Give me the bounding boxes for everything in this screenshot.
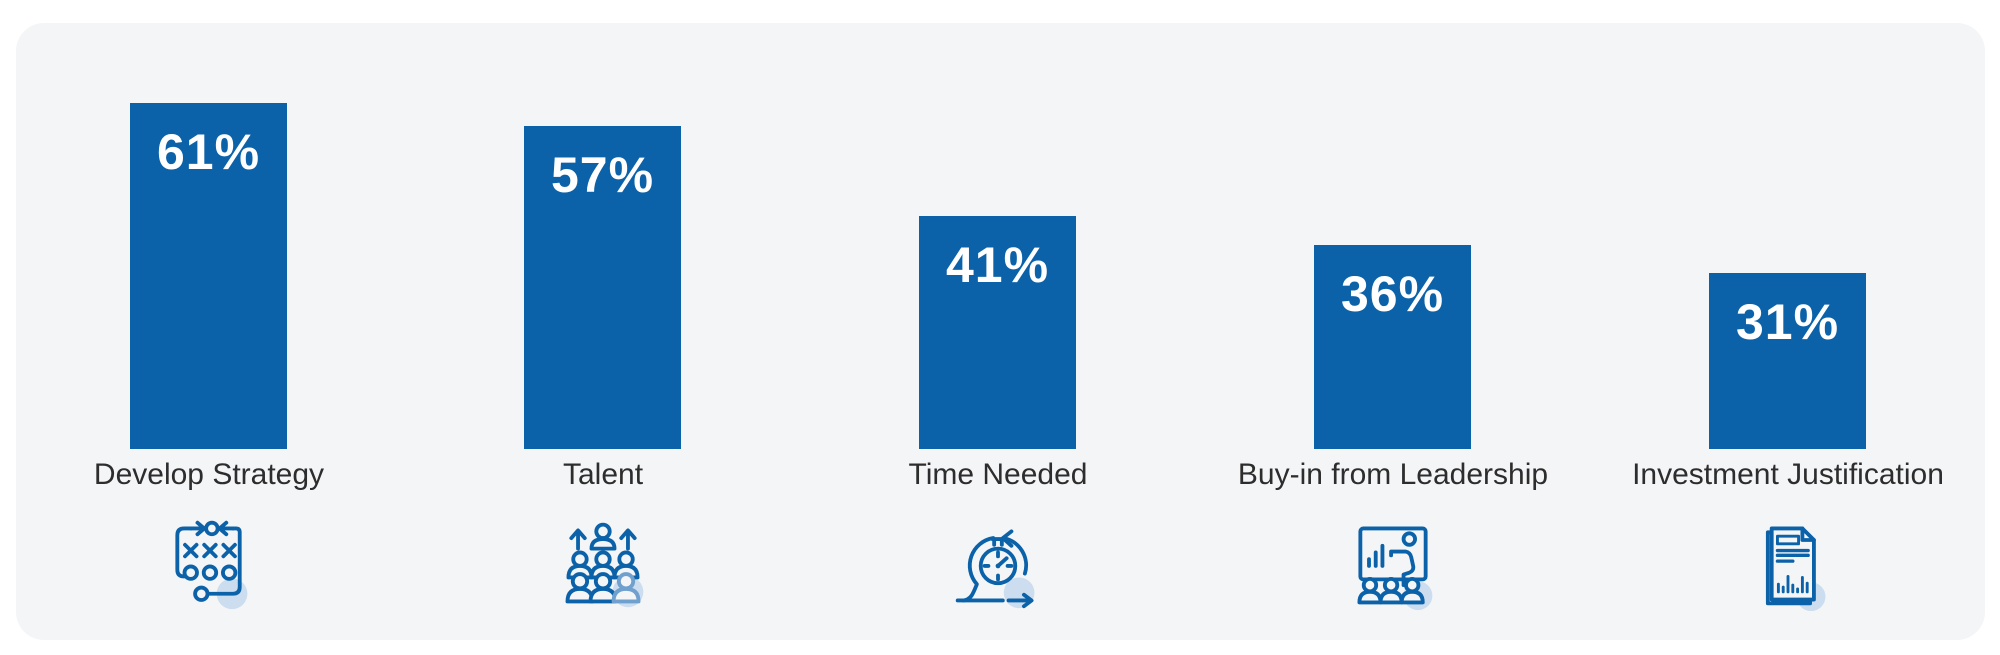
- bar-value-label: 31%: [1735, 294, 1840, 350]
- category-label: Develop Strategy: [93, 458, 325, 491]
- bar-group: 61% Develop Strategy: [12, 23, 406, 640]
- category-label: Talent: [562, 458, 644, 491]
- bar-group: 31% Investment Justification: [1591, 23, 1985, 640]
- bar-value-label: 41%: [945, 237, 1050, 293]
- strategy-icon: [175, 520, 248, 610]
- bar: 36%: [1314, 245, 1471, 449]
- bar: 31%: [1709, 273, 1866, 449]
- strategy-icon-wrap: [161, 516, 257, 612]
- category-label: Investment Justification: [1632, 458, 1944, 491]
- talent-icon: [565, 522, 644, 608]
- bar: 41%: [919, 216, 1076, 449]
- chart-panel: 61% Develop Strategy 57% Talent: [16, 23, 1985, 640]
- bar-value-label: 61%: [156, 124, 261, 180]
- bar: 57%: [524, 126, 681, 449]
- time-icon-wrap: [950, 516, 1046, 612]
- bar-value-label: 36%: [1340, 266, 1445, 322]
- bar-group: 57% Talent: [406, 23, 800, 640]
- bar-value-label: 57%: [550, 147, 655, 203]
- bar-group: 41% Time Needed: [801, 23, 1195, 640]
- leadership-icon: [1357, 526, 1433, 611]
- bar-group: 36% Buy-in from Leadership: [1196, 23, 1590, 640]
- category-label: Buy-in from Leadership: [1237, 458, 1549, 491]
- bar: 61%: [130, 103, 287, 449]
- time-icon: [955, 529, 1035, 609]
- category-label: Time Needed: [908, 458, 1088, 491]
- investment-icon-wrap: [1740, 516, 1836, 612]
- leadership-icon-wrap: [1345, 516, 1441, 612]
- investment-icon: [1765, 526, 1826, 612]
- talent-icon-wrap: [555, 516, 651, 612]
